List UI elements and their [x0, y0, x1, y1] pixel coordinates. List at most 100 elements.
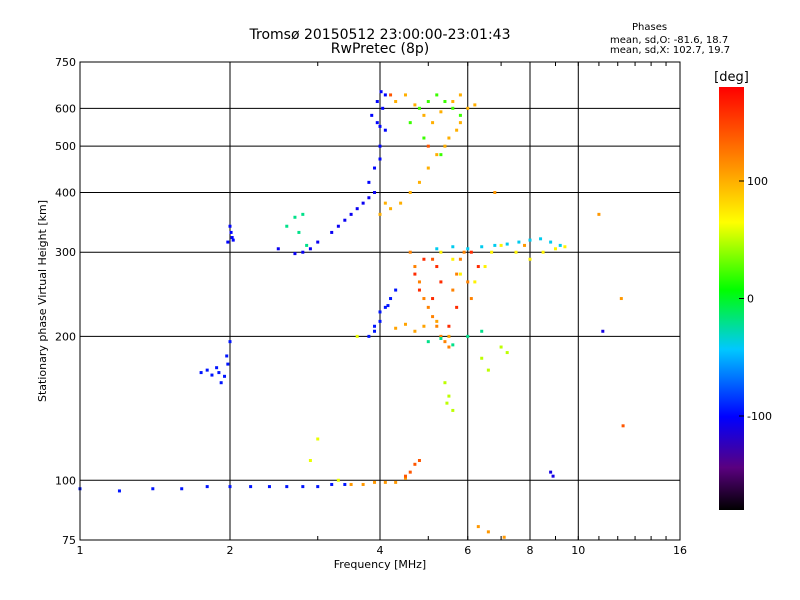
data-point: [399, 201, 403, 205]
x-tick-label: 4: [377, 544, 384, 557]
data-point: [379, 90, 383, 94]
colorbar-label: [deg]: [714, 70, 749, 85]
data-point: [431, 315, 435, 319]
data-point: [619, 297, 623, 301]
data-point: [451, 257, 455, 261]
data-point: [408, 470, 412, 474]
data-point: [447, 345, 451, 349]
data-point: [378, 144, 382, 148]
data-point: [514, 250, 518, 254]
data-point: [285, 224, 289, 228]
data-point: [469, 297, 473, 301]
data-point: [228, 340, 232, 344]
data-point: [403, 93, 407, 97]
x-tick-label: 6: [464, 544, 471, 557]
data-point: [422, 297, 426, 301]
data-point: [343, 482, 347, 486]
data-point: [226, 240, 230, 244]
x-tick-label: 8: [527, 544, 534, 557]
stats-heading: Phases: [632, 22, 668, 33]
x-tick-label: 10: [571, 544, 585, 557]
data-point: [413, 462, 417, 466]
data-point: [383, 201, 387, 205]
data-point: [445, 401, 449, 405]
data-point: [486, 530, 490, 534]
data-point: [458, 113, 462, 117]
y-tick-label: 400: [55, 186, 76, 199]
data-point: [413, 103, 417, 107]
data-point: [451, 245, 455, 249]
data-point: [383, 93, 387, 97]
data-point: [373, 329, 377, 333]
data-point: [355, 334, 359, 338]
data-point: [426, 166, 430, 170]
data-point: [308, 458, 312, 462]
y-tick-label: 75: [62, 534, 76, 547]
data-point: [499, 345, 503, 349]
data-point: [389, 297, 393, 301]
data-point: [476, 525, 480, 529]
data-point: [417, 280, 421, 284]
colorbar-tick-label: 100: [747, 175, 768, 188]
data-point: [355, 207, 359, 211]
data-point: [426, 340, 430, 344]
data-point: [408, 190, 412, 194]
data-point: [480, 329, 484, 333]
data-point: [199, 371, 203, 375]
data-point: [230, 236, 234, 240]
data-point: [413, 272, 417, 276]
data-point: [403, 476, 407, 480]
stats-o-mode: mean, sd,O: -81.6, 18.7: [610, 35, 729, 46]
data-point: [539, 237, 543, 241]
data-point: [451, 288, 455, 292]
data-point: [301, 485, 305, 489]
data-point: [373, 190, 377, 194]
data-point: [451, 106, 455, 110]
data-point: [301, 250, 305, 254]
data-point: [375, 121, 379, 125]
axes: 1 2 4 6 8 10 16 75 100 200 300 400 500 600 750: [55, 56, 687, 557]
data-point: [458, 257, 462, 261]
data-point: [389, 93, 393, 97]
data-point: [469, 250, 473, 254]
data-point: [223, 374, 227, 378]
x-tick-label: 16: [673, 544, 687, 557]
data-point: [293, 215, 297, 219]
data-point: [601, 329, 605, 333]
data-point: [417, 288, 421, 292]
data-point: [451, 343, 455, 347]
data-point: [435, 247, 439, 251]
data-point: [383, 305, 387, 309]
data-point: [549, 470, 553, 474]
data-point: [447, 334, 451, 338]
data-point: [413, 265, 417, 269]
data-point: [476, 265, 480, 269]
data-point: [426, 100, 430, 104]
data-point: [439, 334, 443, 338]
data-point: [473, 280, 477, 284]
data-point: [378, 157, 382, 161]
y-tick-label: 600: [55, 102, 76, 115]
chart-title: Tromsø 20150512 23:00:00-23:01:43: [249, 27, 511, 43]
data-point: [361, 201, 365, 205]
data-point: [462, 250, 466, 254]
data-point: [417, 106, 421, 110]
data-point: [426, 305, 430, 309]
data-point: [443, 144, 447, 148]
data-point: [417, 180, 421, 184]
data-point: [378, 212, 382, 216]
data-point: [316, 437, 320, 441]
data-point: [408, 121, 412, 125]
data-point: [228, 224, 232, 228]
data-point: [528, 257, 532, 261]
data-point: [370, 113, 374, 117]
data-point: [439, 250, 443, 254]
data-point: [373, 480, 377, 484]
data-point: [330, 482, 334, 486]
data-point: [431, 121, 435, 125]
data-point: [502, 535, 506, 539]
data-point: [431, 297, 435, 301]
data-point: [451, 408, 455, 412]
data-point: [493, 243, 497, 247]
